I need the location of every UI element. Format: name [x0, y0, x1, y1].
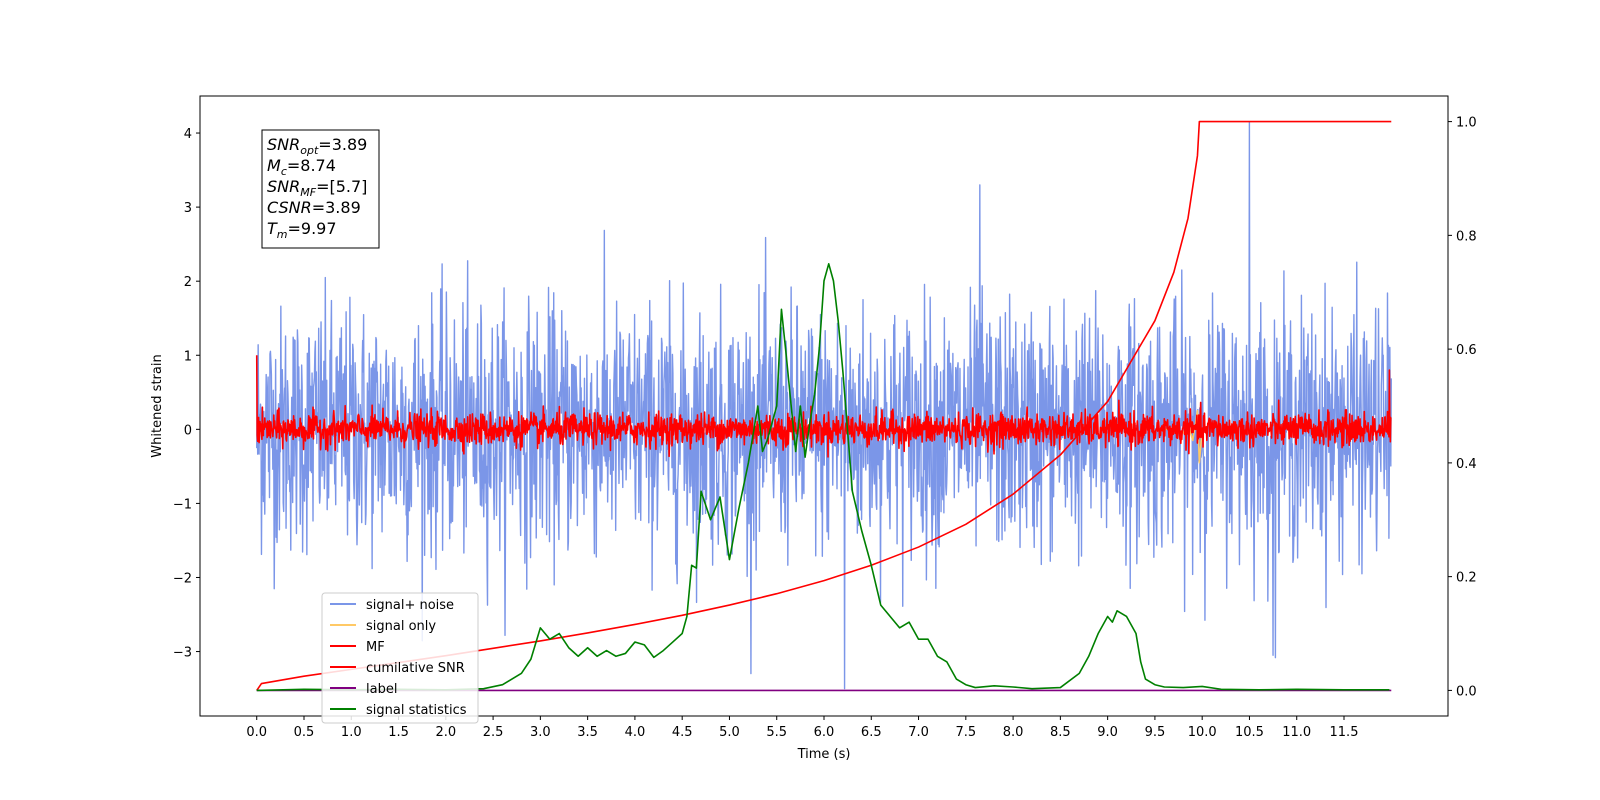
x-tick-label: 11.0: [1282, 725, 1311, 740]
y-right-tick-label: 0.8: [1456, 229, 1477, 244]
legend-label-signal-statistics: signal statistics: [366, 703, 467, 718]
x-tick-label: 3.0: [530, 725, 551, 740]
x-tick-label: 6.5: [861, 725, 882, 740]
annotation-frame: [261, 129, 380, 249]
y-left-tick-label: 1: [184, 349, 192, 364]
x-tick-label: 7.0: [908, 725, 929, 740]
annotation-line: SNRMF=[5.7]: [267, 177, 367, 199]
x-tick-label: 0.0: [246, 725, 267, 740]
legend-frame: [321, 592, 479, 724]
x-tick-label: 9.5: [1145, 725, 1166, 740]
x-tick-label: 2.0: [435, 725, 456, 740]
annotation-line: SNRopt=3.89: [267, 135, 367, 157]
legend-label-cumilative-snr: cumilative SNR: [366, 661, 465, 676]
series-mf-line: [255, 355, 1392, 458]
x-tick-label: 6.0: [814, 725, 835, 740]
y-right-tick-label: 0.6: [1456, 343, 1477, 358]
series-signal-statistics-line: [256, 263, 1390, 692]
x-tick-label: 11.5: [1330, 725, 1359, 740]
y-left-tick-label: −1: [173, 497, 192, 512]
x-tick-label: 5.5: [766, 725, 787, 740]
y-left-tick-label: 0: [184, 423, 192, 438]
x-tick-label: 10.5: [1235, 725, 1264, 740]
x-tick-label: 9.0: [1097, 725, 1118, 740]
annotation-line: Tm=9.97: [267, 219, 337, 241]
y-left-tick-label: 3: [184, 201, 192, 216]
y-left-tick-label: −2: [173, 571, 192, 586]
x-tick-label: 1.5: [388, 725, 409, 740]
y-axis-label: Whitened strain: [150, 354, 165, 457]
x-tick-label: 8.5: [1050, 725, 1071, 740]
x-tick-label: 2.5: [483, 725, 504, 740]
legend-label-label: label: [366, 682, 397, 697]
legend-label-mf: MF: [366, 640, 385, 655]
x-axis: 0.0 0.5 1.0 1.5 2.0 2.5 3.0 3.5 4.0 4.5 5.0 5.5 6.0 6…: [246, 716, 1358, 740]
y-right-tick-label: 0.0: [1456, 684, 1477, 699]
y-axis-right: 1.0 0.8 0.6 0.4 0.2 0.0: [1448, 116, 1477, 699]
x-tick-label: 10.0: [1188, 725, 1217, 740]
y-axis-left: 4 3 2 1 0 −1 −2 −3: [173, 127, 200, 661]
legend-label-signal-noise: signal+ noise: [366, 598, 454, 613]
x-tick-label: 3.5: [577, 725, 598, 740]
y-right-tick-label: 1.0: [1456, 116, 1477, 131]
legend-label-signal-only: signal only: [366, 619, 436, 634]
x-tick-label: 8.0: [1003, 725, 1024, 740]
x-tick-label: 1.0: [341, 725, 362, 740]
y-left-tick-label: 4: [184, 127, 192, 142]
y-right-tick-label: 0.4: [1456, 457, 1477, 472]
x-tick-label: 5.0: [719, 725, 740, 740]
x-tick-label: 4.0: [625, 725, 646, 740]
legend: signal+ noise signal only MF cumilative SNR…: [321, 592, 479, 724]
annotation-line: CSNR=3.89: [267, 198, 361, 217]
y-left-tick-label: −3: [173, 646, 192, 661]
annotation-line: Mc=8.74: [267, 156, 336, 178]
y-left-tick-label: 2: [184, 275, 192, 290]
y-right-tick-label: 0.2: [1456, 571, 1477, 586]
x-tick-label: 4.5: [672, 725, 693, 740]
x-tick-label: 7.5: [955, 725, 976, 740]
x-tick-label: 0.5: [294, 725, 315, 740]
x-axis-label: Time (s): [797, 747, 851, 762]
